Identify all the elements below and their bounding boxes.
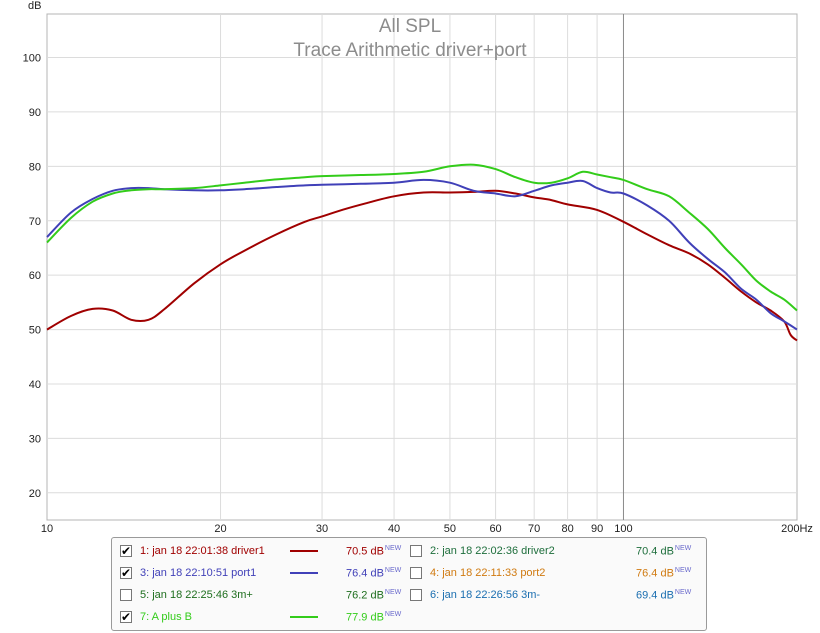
y-tick-label: 50 [29,325,41,337]
legend-line-swatch [290,594,318,596]
legend-value: 76.4 dBNEW [636,567,691,580]
legend-new-badge: NEW [674,544,692,552]
spl-chart: 20 30 40 50 60 70 80 90 100 10 20 30 40 50 60 70 80 90 100… [23,0,813,535]
legend-entry: ✔ 1: jan 18 22:01:38 driver1 70.5 dBNEW [120,540,401,562]
legend-value: 76.2 dBNEW [346,589,401,602]
series-line-1 [46,189,798,342]
x-tick-label: 40 [388,523,400,535]
legend-line-swatch [580,594,608,596]
legend-value: 77.9 dBNEW [346,611,401,624]
x-tick-label: 20 [214,523,226,535]
x-tick-label: 200Hz [781,523,813,535]
legend-value: 70.4 dBNEW [636,545,691,558]
legend-line-swatch [290,616,318,618]
x-tick-label: 60 [489,523,501,535]
legend-new-badge: NEW [384,610,402,618]
y-tick-label: 30 [29,433,41,445]
legend-line-swatch [290,572,318,574]
legend-checkbox[interactable] [120,589,132,601]
grid-layer [47,14,797,520]
chart-title: All SPL [379,16,441,37]
chart-subtitle: Trace Arithmetic driver+port [293,40,527,61]
legend: ✔ 1: jan 18 22:01:38 driver1 70.5 dBNEW 2: … [111,537,707,631]
tick-layer: 20 30 40 50 60 70 80 90 100 10 20 30 40 50 60 70 80 90 100… [23,53,813,535]
legend-checkbox[interactable] [410,589,422,601]
legend-label: 1: jan 18 22:01:38 driver1 [140,545,265,557]
series-layer [46,163,798,342]
legend-entry: ✔ 7: A plus B 77.9 dBNEW [120,606,401,628]
x-tick-label: 10 [41,523,53,535]
legend-label: 5: jan 18 22:25:46 3m+ [140,589,253,601]
legend-label: 2: jan 18 22:02:36 driver2 [430,545,555,557]
legend-label: 3: jan 18 22:10:51 port1 [140,567,257,579]
legend-value-text: 76.2 dB [346,589,384,602]
y-tick-label: 60 [29,270,41,282]
legend-value-text: 77.9 dB [346,611,384,624]
y-tick-label: 40 [29,379,41,391]
legend-new-badge: NEW [384,544,402,552]
series-line-3 [46,163,798,312]
legend-label: 7: A plus B [140,611,192,623]
legend-value-text: 76.4 dB [636,567,674,580]
legend-value-text: 69.4 dB [636,589,674,602]
plot-background [46,13,798,521]
y-tick-label: 80 [29,161,41,173]
legend-value-text: 76.4 dB [346,567,384,580]
y-axis-label: dB [28,0,41,12]
legend-entry: 2: jan 18 22:02:36 driver2 70.4 dBNEW [410,540,691,562]
x-tick-label: 30 [316,523,328,535]
legend-entry: ✔ 3: jan 18 22:10:51 port1 76.4 dBNEW [120,562,401,584]
legend-checkbox[interactable]: ✔ [120,566,132,580]
legend-value-text: 70.5 dB [346,545,384,558]
y-tick-label: 70 [29,216,41,228]
legend-new-badge: NEW [674,566,692,574]
legend-value-text: 70.4 dB [636,545,674,558]
legend-line-swatch [290,550,318,552]
x-tick-label: 80 [561,523,573,535]
legend-new-badge: NEW [384,588,402,596]
legend-line-swatch [580,550,608,552]
legend-checkbox[interactable]: ✔ [120,610,132,624]
x-tick-label: 90 [591,523,603,535]
legend-label: 6: jan 18 22:26:56 3m- [430,589,541,601]
legend-checkbox[interactable]: ✔ [120,544,132,558]
legend-value: 76.4 dBNEW [346,567,401,580]
legend-label: 4: jan 18 22:11:33 port2 [430,567,546,579]
legend-entry: 5: jan 18 22:25:46 3m+ 76.2 dBNEW [120,584,401,606]
legend-entry: 4: jan 18 22:11:33 port2 76.4 dBNEW [410,562,691,584]
legend-entry: 6: jan 18 22:26:56 3m- 69.4 dBNEW [410,584,691,606]
legend-new-badge: NEW [674,588,692,596]
x-tick-label: 70 [528,523,540,535]
x-tick-label: 50 [444,523,456,535]
legend-checkbox[interactable] [410,545,422,557]
legend-value: 69.4 dBNEW [636,589,691,602]
legend-value: 70.5 dBNEW [346,545,401,558]
legend-new-badge: NEW [384,566,402,574]
legend-line-swatch [580,572,608,574]
y-tick-label: 20 [29,488,41,500]
legend-checkbox[interactable] [410,567,422,579]
x-tick-label: 100 [614,523,632,535]
y-tick-label: 100 [23,53,41,65]
y-tick-label: 90 [29,107,41,119]
